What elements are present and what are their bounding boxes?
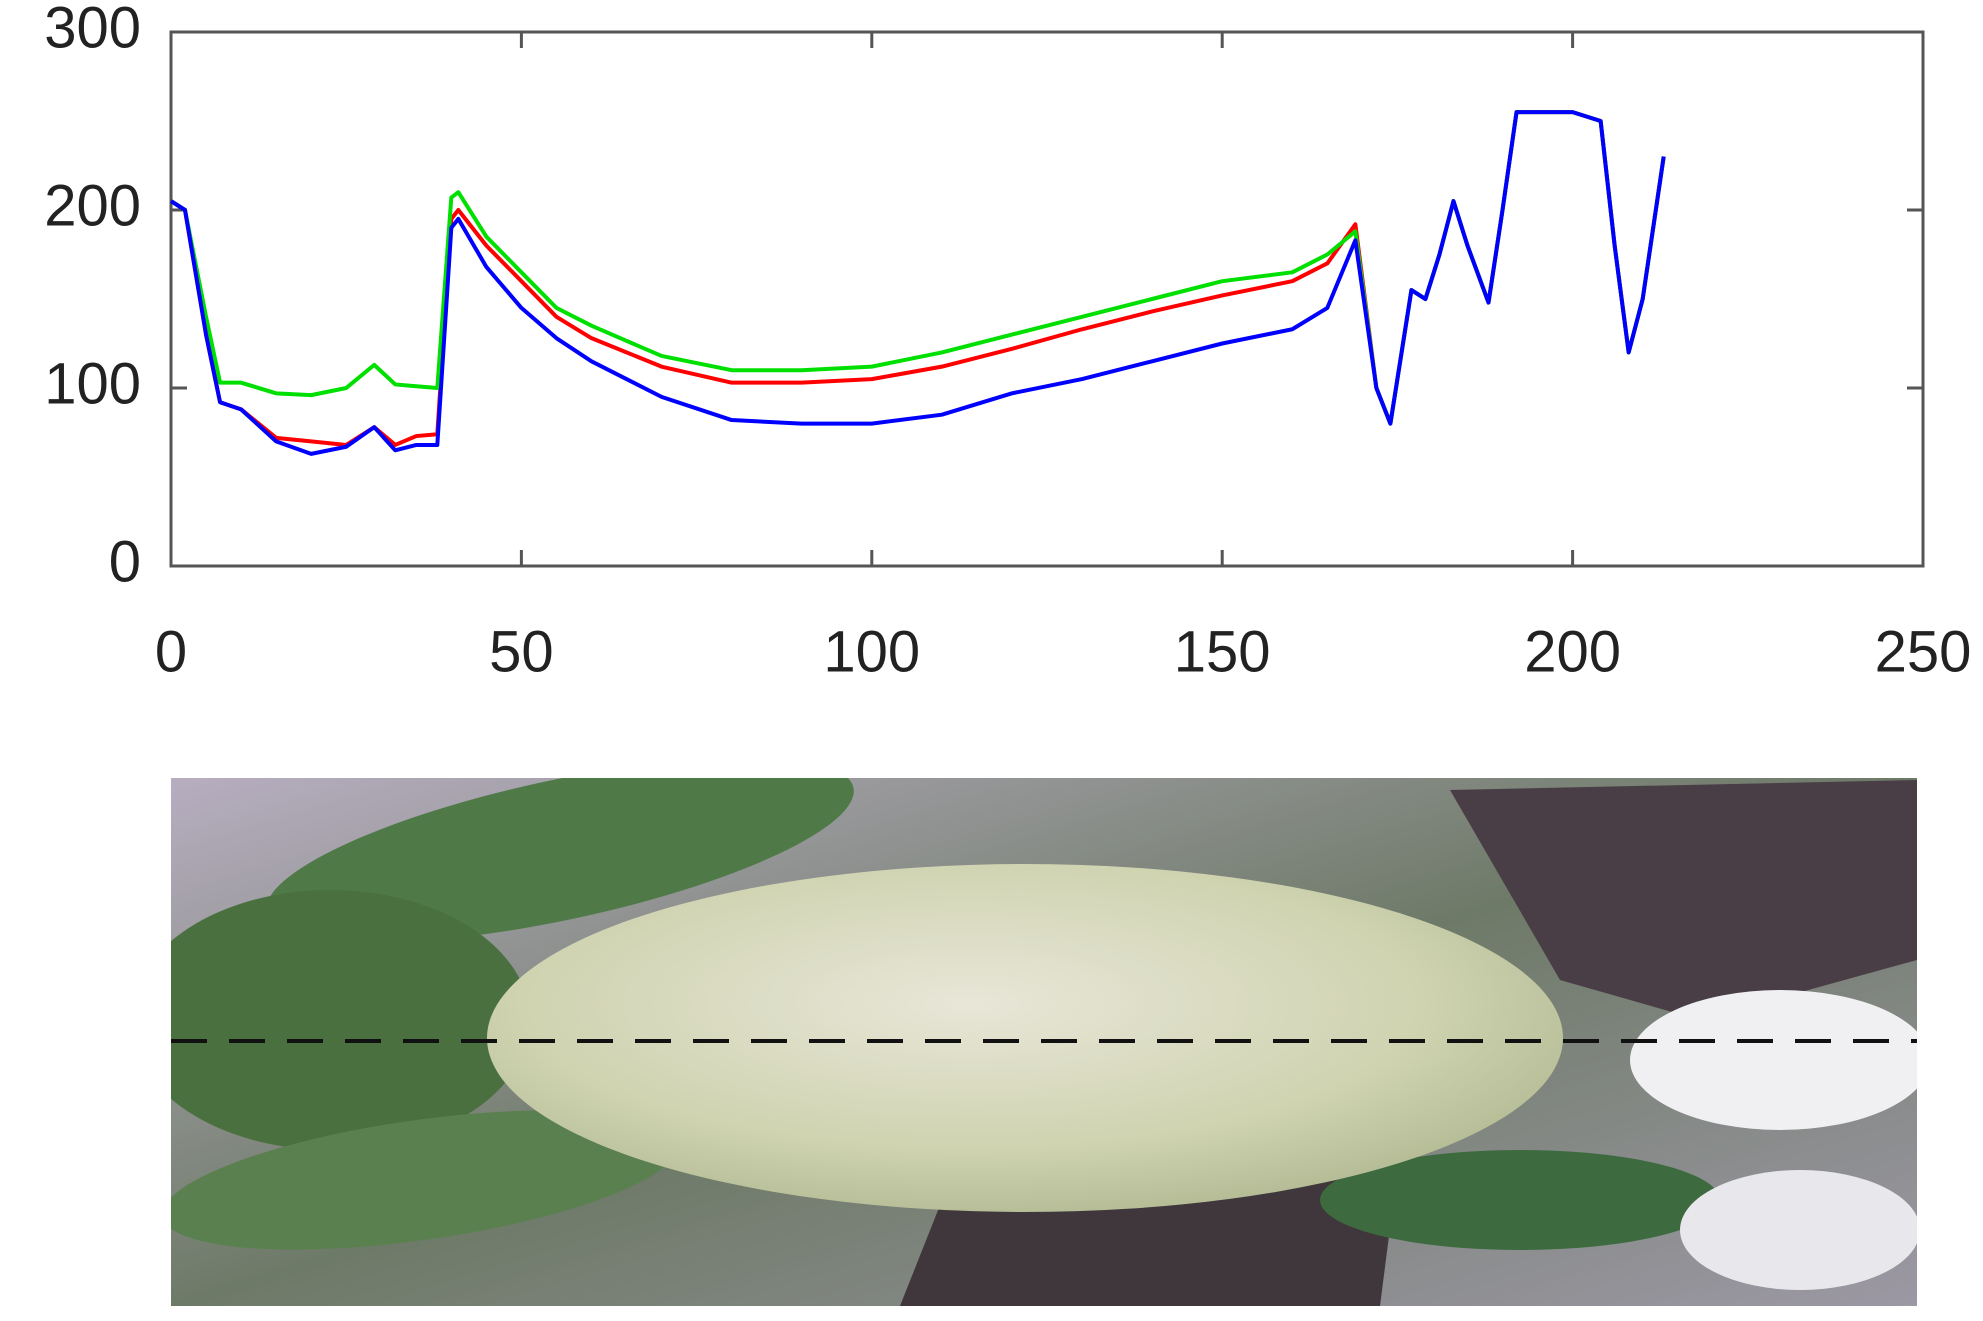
y-tick-label: 300: [44, 0, 141, 60]
x-tick-label: 200: [1524, 619, 1621, 684]
data-line: [169, 110, 1666, 426]
plot-frame: [169, 30, 1925, 568]
x-tick-label: 50: [489, 619, 554, 684]
data-line: [169, 110, 1666, 456]
photo: [171, 778, 1917, 1306]
x-tick-label: 0: [155, 619, 187, 684]
y-tick-label: 100: [44, 351, 141, 416]
x-tick-label: 150: [1174, 619, 1271, 684]
x-tick-label: 250: [1875, 619, 1972, 684]
y-tick-label: 200: [44, 173, 141, 238]
data-line: [169, 110, 1666, 447]
x-tick-label: 100: [823, 619, 920, 684]
y-tick-label: 0: [109, 529, 141, 594]
